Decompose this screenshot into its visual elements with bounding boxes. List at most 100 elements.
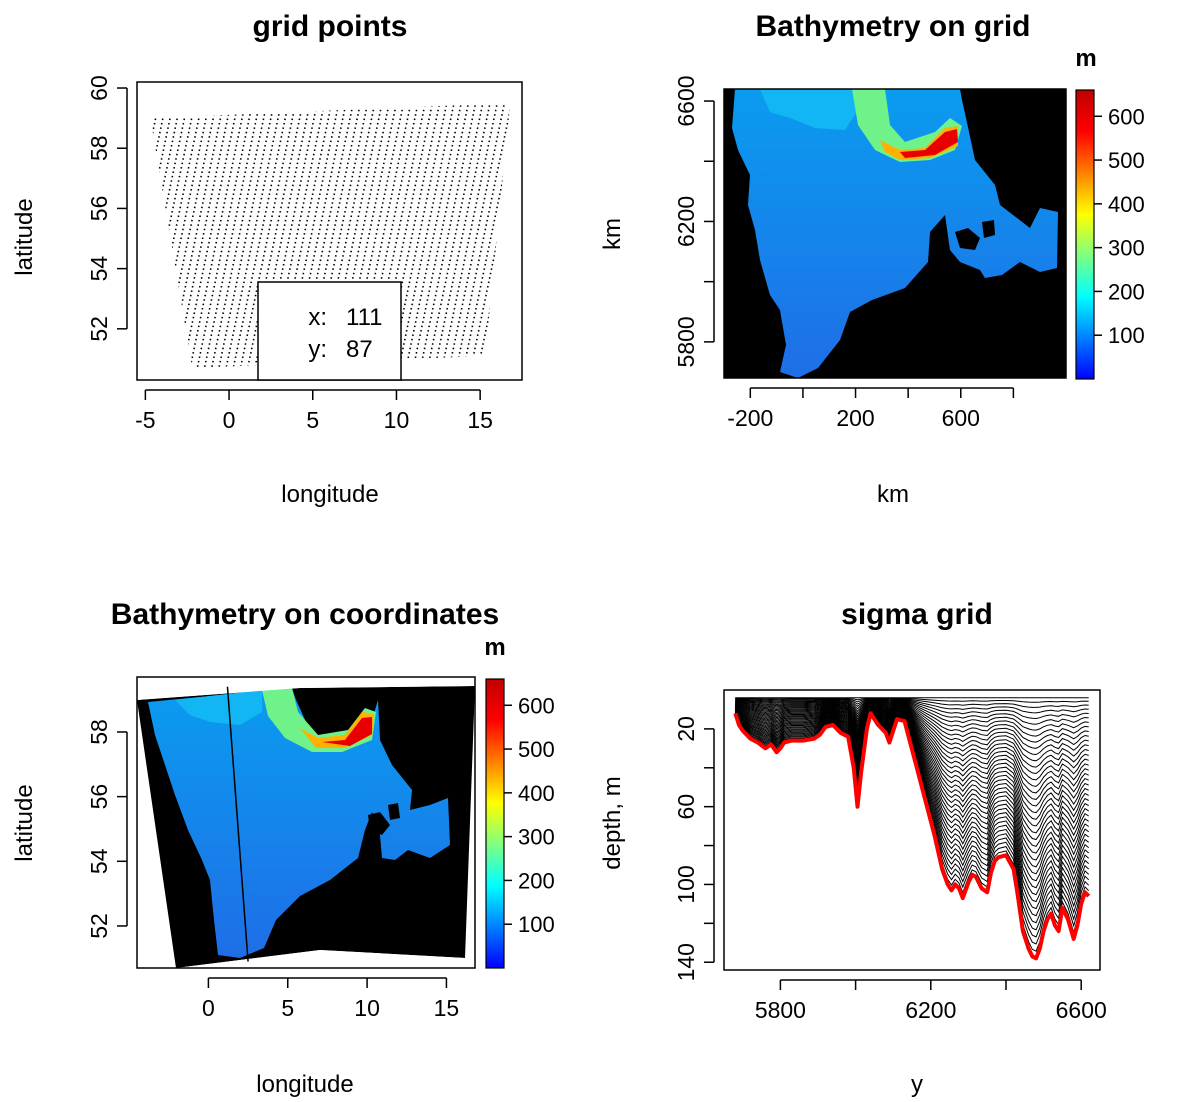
sigma-level-line (735, 697, 1089, 708)
x-tick-label: 10 (384, 407, 410, 433)
sigma-level-line (734, 709, 1090, 917)
sigma-level-line (735, 700, 1089, 749)
sigma-level-line (734, 711, 1090, 945)
grid-point-row (519, 82, 581, 380)
y-tick-label: 52 (86, 316, 112, 342)
x-tick-label: 15 (434, 995, 460, 1021)
x-tick-label: 10 (354, 995, 380, 1021)
grid-point-row (503, 103, 511, 368)
grid-point-row (417, 103, 481, 368)
x-tick-label: 15 (467, 407, 493, 433)
y-tick-label: 20 (673, 716, 699, 742)
grid-point-row (244, 103, 308, 368)
sigma-level-line (734, 700, 1089, 762)
bathymetry-coords-colorbar-unit: m (484, 634, 505, 661)
y-tick-label: 6600 (673, 75, 699, 126)
island-holes-coords (368, 803, 400, 835)
grid-point-row (395, 103, 460, 368)
grid-point-row (186, 103, 251, 368)
bathymetry-coords-frame (136, 676, 476, 969)
x-tick-label: 5 (281, 995, 294, 1021)
x-tick-label: 0 (223, 407, 236, 433)
y-tick-label: 60 (86, 75, 112, 101)
colorbar-tick-label: 100 (518, 912, 555, 937)
grid-point-row (194, 103, 258, 368)
grid-point-row (540, 82, 602, 380)
grid-point-row (150, 103, 193, 368)
grid-point-row (201, 103, 265, 368)
bathymetry-grid-panel: Bathymetry on grid -200 200 600 5800 6200 66… (599, 10, 1145, 508)
grid-point-row (150, 103, 186, 368)
grid-points-y-label: latitude (11, 198, 38, 275)
y-tick-label: 58 (86, 719, 112, 745)
sigma-level-line (734, 702, 1089, 781)
grid-point-row (512, 82, 574, 380)
grid-point-row (438, 103, 503, 368)
sigma-level-line (735, 699, 1089, 737)
bathymetry-coords-x-label: longitude (256, 1071, 353, 1098)
bathymetry-grid-colorbar-unit: m (1075, 45, 1096, 72)
bathymetry-coords-x-axis: 0 5 10 15 (202, 977, 460, 1021)
grid-point-row (222, 103, 287, 368)
sigma-level-line (734, 705, 1089, 834)
x-tick-label: 6200 (905, 997, 956, 1023)
sigma-level-line (735, 698, 1089, 720)
x-tick-label: 200 (836, 405, 874, 431)
grid-point-row (431, 103, 496, 368)
y-tick-label: 54 (86, 848, 112, 874)
bathymetry-grid-title: Bathymetry on grid (755, 10, 1030, 43)
y-tick-label: 54 (86, 256, 112, 282)
grid-point-row (179, 103, 244, 368)
bathymetry-coords-heatmap (137, 677, 475, 968)
grid-point-row (150, 103, 172, 368)
grid-point-row (424, 103, 488, 368)
sigma-level-line (734, 710, 1090, 924)
bathymetry-coords-y-axis: 52 54 56 58 (86, 719, 128, 939)
sea-area (732, 89, 1058, 378)
sigma-level-line (734, 705, 1089, 847)
grid-size-legend: x: 111 y: 87 (257, 281, 402, 381)
x-tick-label: 5 (306, 407, 319, 433)
grid-points-x-axis: -5 0 5 10 15 (135, 389, 493, 433)
colorbar-tick-label: 500 (1108, 148, 1145, 173)
sigma-level-line (735, 697, 1089, 703)
sigma-level-line (734, 708, 1090, 903)
grid-points-panel: grid points -5 0 5 10 15 52 54 56 58 60 longitud… (11, 10, 602, 508)
legend-x-value: 111 (346, 304, 382, 331)
sigma-level-line (734, 703, 1089, 814)
grid-point-row (460, 103, 511, 368)
sigma-level-line (734, 707, 1089, 882)
sigma-level-line (734, 701, 1089, 775)
sigma-level-line (734, 701, 1089, 768)
grid-size-legend-box (257, 281, 402, 381)
sigma-level-line (734, 708, 1090, 889)
sigma-level-line (734, 703, 1089, 807)
colorbar-tick-label: 600 (1108, 104, 1145, 129)
y-tick-label: 60 (673, 794, 699, 820)
colorbar-tick-label: 400 (518, 781, 555, 806)
trench-red-coords (322, 717, 372, 746)
bathymetry-coords-colorbar: 100 200 300 400 500 600 (485, 678, 555, 969)
bathymetry-coords-title: Bathymetry on coordinates (111, 598, 499, 631)
sigma-level-line (734, 709, 1090, 910)
x-tick-label: 600 (942, 405, 980, 431)
sigma-grid-panel: sigma grid 5800 6200 6600 20 60 100 140 y (673, 598, 1107, 1098)
island-holes (955, 220, 995, 250)
sigma-level-line (734, 708, 1090, 896)
shallow-north (760, 89, 860, 130)
colorbar-strip (1075, 89, 1095, 380)
sigma-level-line (734, 707, 1089, 875)
edge-white-bottom (176, 950, 475, 968)
sigma-level-line (735, 699, 1089, 743)
bathymetry-grid-y-axis: 5800 6200 6600 (673, 75, 715, 367)
colorbar-tick-label: 100 (1108, 323, 1145, 348)
edge-white-top (137, 677, 475, 700)
trench-red (900, 129, 958, 158)
colorbar-tick-label: 300 (1108, 236, 1145, 261)
sigma-level-line (734, 705, 1089, 841)
bathymetry-coords-y-label: latitude (11, 784, 38, 861)
sigma-level-line (735, 698, 1089, 725)
grid-point-row (453, 103, 511, 368)
grid-point-row (474, 103, 511, 368)
